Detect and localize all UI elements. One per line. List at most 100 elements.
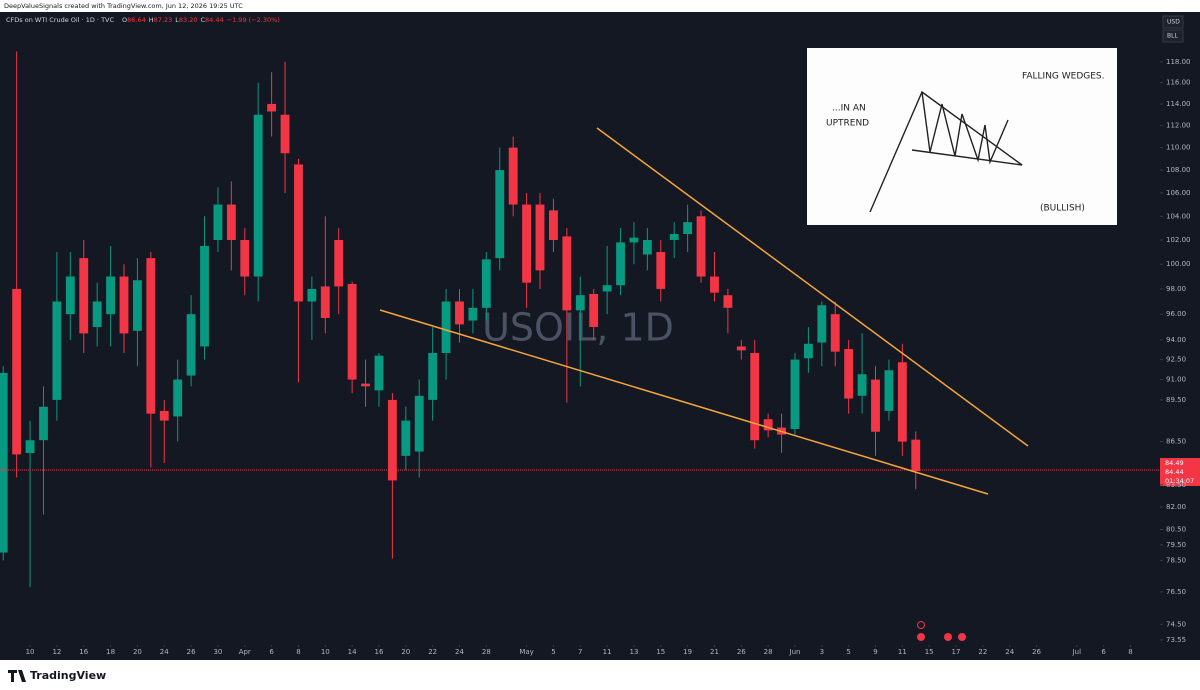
x-tick-label: 15: [925, 648, 934, 656]
x-tick-label: 8: [1128, 648, 1132, 656]
price-label: 84.44: [1165, 468, 1184, 476]
watermark: USOIL, 1D: [482, 306, 674, 350]
x-tick-label: 5: [846, 648, 850, 656]
event-icon[interactable]: [917, 621, 925, 629]
candle-body: [710, 276, 719, 293]
x-tick-label: 16: [79, 648, 88, 656]
wedge-zigzag: [921, 91, 1009, 165]
candle-body: [387, 399, 397, 481]
unit-button[interactable]: [1162, 29, 1184, 43]
countdown-label: 01:34:07: [1165, 477, 1194, 485]
candle-body: [334, 240, 344, 287]
x-tick-label: May: [519, 648, 533, 656]
candle-body: [736, 346, 746, 351]
event-icon[interactable]: [944, 633, 952, 641]
candle-body: [92, 301, 102, 327]
y-tick-label: 106.00: [1166, 189, 1191, 197]
x-tick-label: 6: [1101, 648, 1106, 656]
y-tick-label: 116.00: [1166, 79, 1191, 87]
candle-body: [253, 114, 263, 277]
candle-body: [52, 301, 62, 400]
x-tick-label: 11: [603, 648, 612, 656]
candle-body: [803, 343, 813, 359]
inset-title: FALLING WEDGES.: [1022, 72, 1105, 82]
x-tick-label: 20: [133, 648, 142, 656]
candle-body: [642, 240, 652, 255]
candle-body: [683, 222, 693, 235]
candle-body: [146, 258, 156, 414]
event-icon[interactable]: [917, 633, 925, 641]
x-tick-label: 9: [873, 648, 877, 656]
y-tick-label: 110.00: [1166, 144, 1191, 152]
candle-body: [790, 359, 800, 429]
candle-body: [495, 170, 505, 259]
x-tick-label: 15: [656, 648, 665, 656]
candle-body: [562, 236, 572, 311]
x-tick-label: 22: [978, 648, 987, 656]
candle-body: [522, 204, 532, 283]
candle-body: [25, 440, 35, 453]
x-tick-label: 8: [296, 648, 300, 656]
x-tick-label: Jun: [789, 648, 801, 656]
candle-body: [159, 410, 169, 421]
y-tick-label: 91.00: [1166, 376, 1186, 384]
event-icon[interactable]: [958, 633, 966, 641]
candle-body: [213, 204, 223, 241]
x-tick-label: Jul: [1072, 648, 1082, 656]
x-tick-label: Apr: [239, 648, 251, 656]
candle-body: [294, 164, 303, 302]
x-tick-label: 26: [1032, 648, 1041, 656]
x-tick-label: 24: [455, 648, 464, 656]
wedge-sketch: [869, 90, 1023, 213]
ohlc-value: 86.64: [127, 16, 146, 24]
x-tick-label: 11: [898, 648, 907, 656]
ohlc-key: H: [149, 16, 154, 24]
x-tick-label: 20: [401, 648, 410, 656]
candle-body: [65, 276, 75, 315]
currency-button[interactable]: [1162, 15, 1184, 29]
x-tick-label: 26: [187, 648, 196, 656]
candle-body: [441, 301, 451, 353]
candle-body: [884, 370, 894, 411]
y-tick-label: 78.50: [1166, 556, 1186, 564]
change: −1.99 (−2.30%): [227, 16, 280, 24]
candle-body: [320, 286, 330, 318]
y-tick-label: 80.50: [1166, 526, 1186, 534]
candle-body: [79, 258, 89, 334]
x-tick-label: 22: [428, 648, 437, 656]
y-tick-label: 118.00: [1166, 58, 1191, 66]
candle-body: [508, 147, 518, 205]
y-tick-label: 82.00: [1166, 503, 1186, 511]
y-tick-label: 102.00: [1166, 236, 1191, 244]
symbol: CFDs on WTI Crude Oil · 1D · TVC: [6, 16, 114, 24]
y-tick-label: 83.50: [1166, 481, 1186, 489]
candle-body: [750, 352, 760, 441]
candle-body: [589, 293, 599, 327]
credit-bar: [0, 0, 1200, 12]
symbol-line: CFDs on WTI Crude Oil · 1D · TVC O 86.64 H…: [6, 16, 280, 24]
inset: ...IN AN UPTREND FALLING WEDGES. (BULLIS…: [807, 48, 1117, 225]
candle-body: [428, 352, 438, 400]
x-tick-label: 18: [106, 648, 115, 656]
inset-image: [807, 48, 1117, 225]
unit-label: BLL: [1167, 33, 1178, 40]
candle-body: [844, 349, 854, 399]
candle-body: [173, 379, 183, 417]
x-tick-label: 10: [321, 648, 330, 656]
x-tick-label: 13: [629, 648, 638, 656]
candle-body: [307, 288, 317, 302]
x-tick-label: 5: [551, 648, 555, 656]
y-tick-label: 73.55: [1166, 636, 1186, 644]
candle-body: [723, 295, 733, 308]
candle-body: [132, 280, 142, 331]
x-tick-label: 19: [683, 648, 692, 656]
x-tick-label: 3: [820, 648, 824, 656]
y-tick-label: 74.50: [1166, 620, 1186, 628]
candle-body: [481, 259, 491, 308]
candle-body: [468, 307, 478, 321]
candle-body: [280, 114, 290, 154]
y-tick-label: 76.50: [1166, 588, 1186, 596]
candle-body: [549, 210, 558, 241]
y-tick-label: 92.50: [1166, 356, 1186, 364]
y-tick-label: 94.00: [1166, 336, 1186, 344]
